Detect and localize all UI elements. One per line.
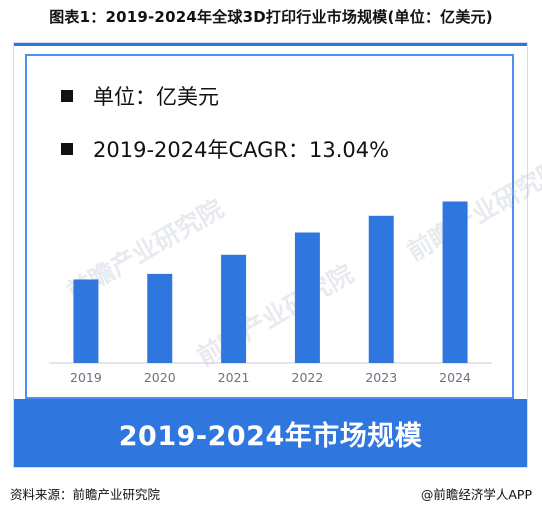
bullet-square-icon [61,90,73,102]
unit-line: 单位：亿美元 [61,81,219,111]
x-tick-label-2021: 2021 [218,370,250,385]
bullet-square-icon [61,143,73,155]
bar-2023 [368,215,394,363]
x-tick-label-2019: 2019 [70,370,102,385]
bars-layer [73,201,468,363]
panel-accent-bar [14,43,527,46]
cagr-text: 2019-2024年CAGR：13.04% [93,138,390,162]
chart-panel: 前瞻产业研究院 前瞻产业研究院 前瞻产业研究院 单位：亿美元 2019-2024… [13,42,542,468]
bar-2020 [147,273,173,363]
x-tick-label-2023: 2023 [365,370,397,385]
figure-title: 图表1：2019-2024年全球3D打印行业市场规模(单位：亿美元) [49,8,493,26]
bar-2019 [73,279,99,363]
x-tick-label-2020: 2020 [144,370,176,385]
chart-area: 前瞻产业研究院 前瞻产业研究院 前瞻产业研究院 单位：亿美元 2019-2024… [25,54,542,399]
unit-text: 单位：亿美元 [93,85,219,109]
cagr-line: 2019-2024年CAGR：13.04% [61,134,389,164]
source-text: 资料来源：前瞻产业研究院 [10,487,161,502]
x-tick-labels: 2019 2020 2021 2022 2023 2024 [70,370,471,385]
bar-chart: 2019 2020 2021 2022 2023 2024 [49,201,492,385]
bottom-banner: 2019-2024年市场规模 [14,399,527,467]
banner-title: 2019-2024年市场规模 [118,420,423,452]
x-tick-label-2024: 2024 [439,370,471,385]
brand-text: @前瞻经济学人APP [420,487,532,502]
footer: 资料来源：前瞻产业研究院 @前瞻经济学人APP [10,484,532,503]
bar-2022 [294,232,320,363]
bar-2024 [442,201,468,363]
x-tick-label-2022: 2022 [292,370,324,385]
bar-2021 [221,254,247,363]
